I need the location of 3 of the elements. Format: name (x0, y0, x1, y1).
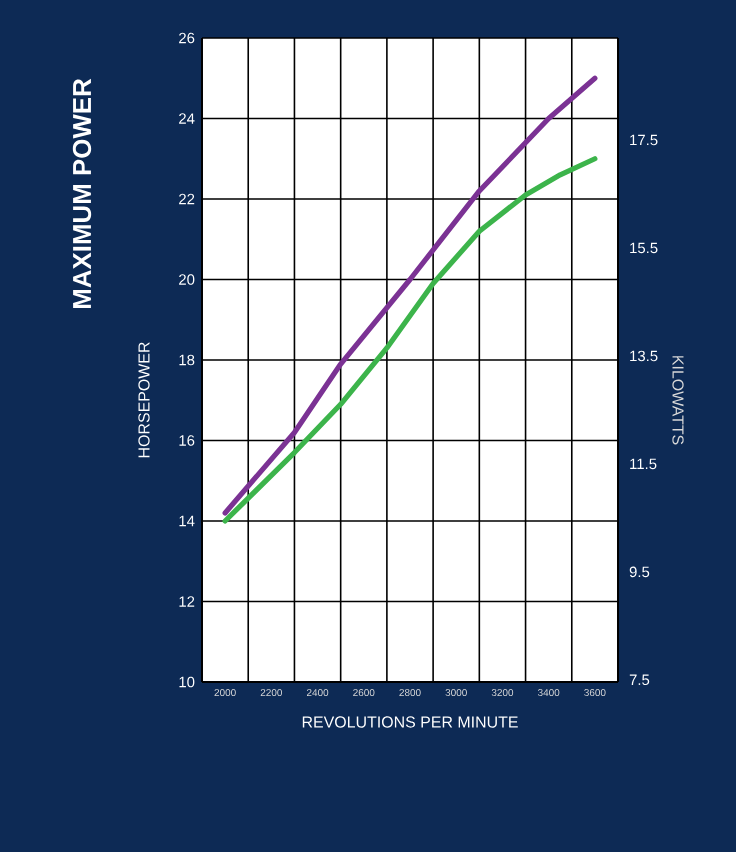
line-series (222, 75, 598, 516)
text: MAXIMUM POWER (72, 78, 92, 309)
line-series (222, 156, 598, 524)
